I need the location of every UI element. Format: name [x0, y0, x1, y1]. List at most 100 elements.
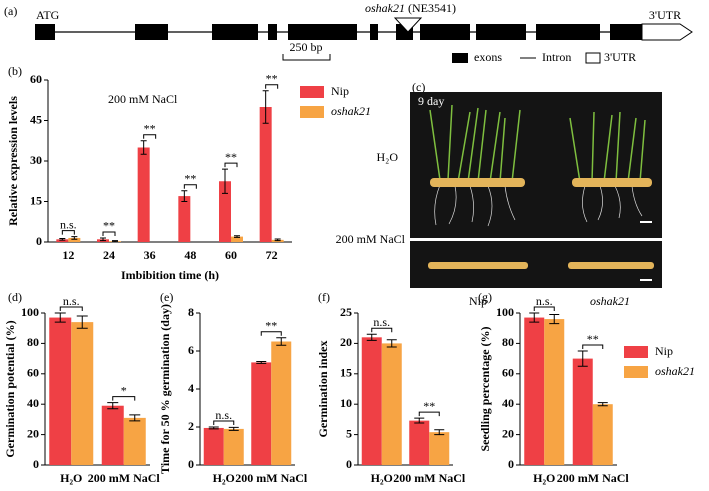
y-tick-label: 15 — [340, 366, 352, 380]
x-tick-label: 200 mM NaCl — [88, 471, 161, 485]
bar — [381, 343, 402, 465]
error-bar — [107, 402, 119, 410]
bar — [71, 322, 94, 465]
legend-label: oshak21 — [655, 364, 695, 378]
legend-swatch — [624, 366, 648, 378]
y-tick-label: 6 — [188, 343, 194, 357]
error-bar — [234, 235, 240, 238]
error-bar — [129, 414, 141, 422]
significance-bracket — [260, 331, 282, 336]
bar — [524, 317, 545, 465]
error-bar — [100, 237, 106, 242]
bar — [592, 404, 613, 465]
y-tick-label: 20 — [340, 335, 352, 349]
panel-label: (g) — [478, 290, 492, 304]
y-tick-label: 60 — [502, 366, 514, 380]
error-bar — [262, 90, 269, 124]
y-tick-label: 100 — [21, 305, 39, 319]
legend-swatch — [624, 346, 648, 358]
bar — [203, 427, 224, 465]
legend-label: oshak21 — [331, 104, 371, 118]
error-bar — [76, 315, 88, 329]
exons — [35, 24, 642, 40]
legend-exon — [452, 53, 468, 63]
y-tick-label: 0 — [33, 457, 39, 471]
insertion-label: (NE3541) — [408, 1, 456, 15]
x-tick-label: 200 mM NaCl — [393, 471, 466, 485]
error-bar — [59, 237, 66, 241]
significance-label: ** — [103, 219, 115, 233]
significance-label: n.s. — [63, 294, 80, 308]
error-bar — [529, 312, 540, 323]
error-bar — [276, 337, 287, 346]
y-tick-label: 60 — [30, 72, 42, 86]
legend-swatch — [300, 86, 324, 98]
significance-label: ** — [225, 150, 237, 164]
row-label: H₂O — [376, 150, 398, 164]
error-bar — [577, 350, 588, 367]
y-tick-label: 5 — [346, 426, 352, 440]
error-bar — [228, 426, 239, 431]
panel-label: (b) — [8, 64, 22, 78]
x-tick-label: 200 mM NaCl — [235, 471, 308, 485]
x-axis-label: Imbibition time (h) — [121, 268, 219, 282]
scale-label: 250 bp — [290, 40, 323, 54]
bar — [251, 362, 272, 465]
x-tick-label: H₂O — [213, 471, 235, 485]
x-tick-label: H₂O — [533, 471, 555, 485]
insertion-marker — [393, 17, 423, 33]
significance-label: ** — [265, 318, 277, 332]
error-bar — [434, 429, 445, 436]
significance-bracket — [265, 84, 279, 89]
x-tick-label: 72 — [266, 248, 278, 262]
bar — [123, 417, 146, 465]
bar — [231, 236, 243, 242]
y-tick-label: 10 — [340, 396, 352, 410]
subtitle: 200 mM NaCl — [108, 92, 178, 106]
panel-label: (d) — [8, 290, 22, 304]
end-label: 3'UTR — [649, 8, 681, 22]
y-axis-label: Seedling percentage (%) — [478, 326, 492, 451]
x-tick-label: 24 — [103, 248, 115, 262]
roots — [434, 184, 643, 227]
y-tick-label: 60 — [27, 366, 39, 380]
bar — [101, 405, 124, 465]
panel-label: (e) — [160, 290, 173, 304]
significance-label: ** — [423, 399, 435, 413]
day-label: 9 day — [418, 94, 444, 108]
bar — [409, 420, 430, 465]
significance-bracket — [143, 134, 157, 139]
significance-bracket — [213, 420, 235, 425]
significance-label: ** — [144, 122, 156, 136]
panel-label: (a) — [4, 4, 17, 18]
bar — [223, 428, 244, 465]
photo-top — [410, 92, 662, 238]
significance-label: n.s. — [373, 315, 390, 329]
x-tick-label: 60 — [225, 248, 237, 262]
significance-label: ** — [587, 332, 599, 346]
y-tick-label: 40 — [27, 396, 39, 410]
error-bar — [414, 417, 425, 424]
panel-label: (f) — [318, 290, 330, 304]
y-axis-label: Germination index — [316, 340, 330, 437]
panel-label: (c) — [412, 80, 425, 94]
significance-bracket — [61, 230, 75, 235]
seedling-photo: (c) 9 day H₂O 200 mM NaCl Nip oshak21 — [336, 80, 662, 308]
error-bar — [71, 236, 78, 240]
bar — [544, 319, 565, 465]
bar — [259, 107, 272, 242]
legend-swatch — [300, 106, 324, 118]
x-tick-label: 48 — [184, 248, 196, 262]
legend-text: Intron — [542, 50, 571, 64]
y-tick-label: 2 — [188, 419, 194, 433]
bar — [219, 181, 231, 242]
significance-bracket — [418, 411, 440, 417]
significance-bracket — [183, 184, 197, 189]
seeds — [428, 178, 654, 269]
y-tick-label: 0 — [508, 457, 514, 471]
bar — [178, 196, 191, 242]
y-tick-label: 20 — [27, 426, 39, 440]
y-tick-label: 15 — [30, 193, 42, 207]
significance-bracket — [371, 327, 393, 333]
